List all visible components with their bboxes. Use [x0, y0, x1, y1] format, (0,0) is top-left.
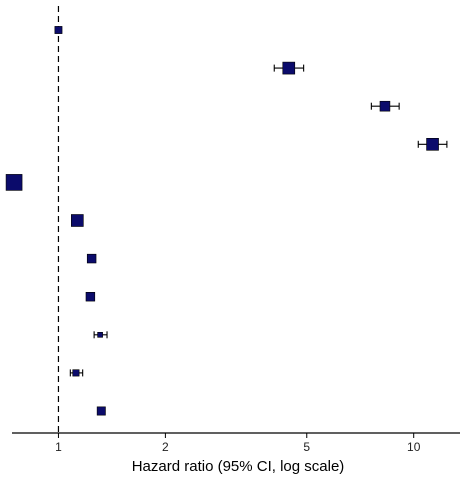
- hazard-ratio-point: [86, 253, 97, 264]
- x-axis-title: Hazard ratio (95% CI, log scale): [132, 458, 345, 475]
- hazard-ratio-point: [97, 331, 103, 338]
- hazard-ratio-point: [71, 214, 84, 227]
- estimate-row: [370, 100, 400, 112]
- x-tick-label: 10: [407, 440, 421, 454]
- hazard-ratio-point: [96, 406, 106, 416]
- estimate-rows: [5, 26, 448, 416]
- hazard-ratio-point: [72, 369, 80, 377]
- hazard-ratio-point: [379, 100, 391, 112]
- hazard-ratio-point: [85, 291, 96, 302]
- estimate-row: [5, 174, 23, 191]
- x-tick-label: 2: [162, 440, 169, 454]
- x-axis-ticks: 1 2 5 10: [55, 433, 421, 454]
- estimate-row: [96, 406, 106, 416]
- hazard-ratio-point: [282, 61, 296, 75]
- estimate-row: [85, 291, 96, 302]
- estimate-row: [71, 214, 84, 227]
- estimate-row: [86, 253, 97, 264]
- x-tick-label: 1: [55, 440, 62, 454]
- hazard-ratio-point: [54, 26, 63, 34]
- estimate-row: [54, 26, 63, 34]
- estimate-row: [417, 138, 448, 151]
- x-tick-label: 5: [303, 440, 310, 454]
- hazard-ratio-point: [5, 174, 23, 191]
- estimate-row: [273, 61, 305, 75]
- estimate-row: [93, 331, 108, 339]
- estimate-row: [69, 369, 84, 377]
- hazard-ratio-point: [426, 138, 439, 151]
